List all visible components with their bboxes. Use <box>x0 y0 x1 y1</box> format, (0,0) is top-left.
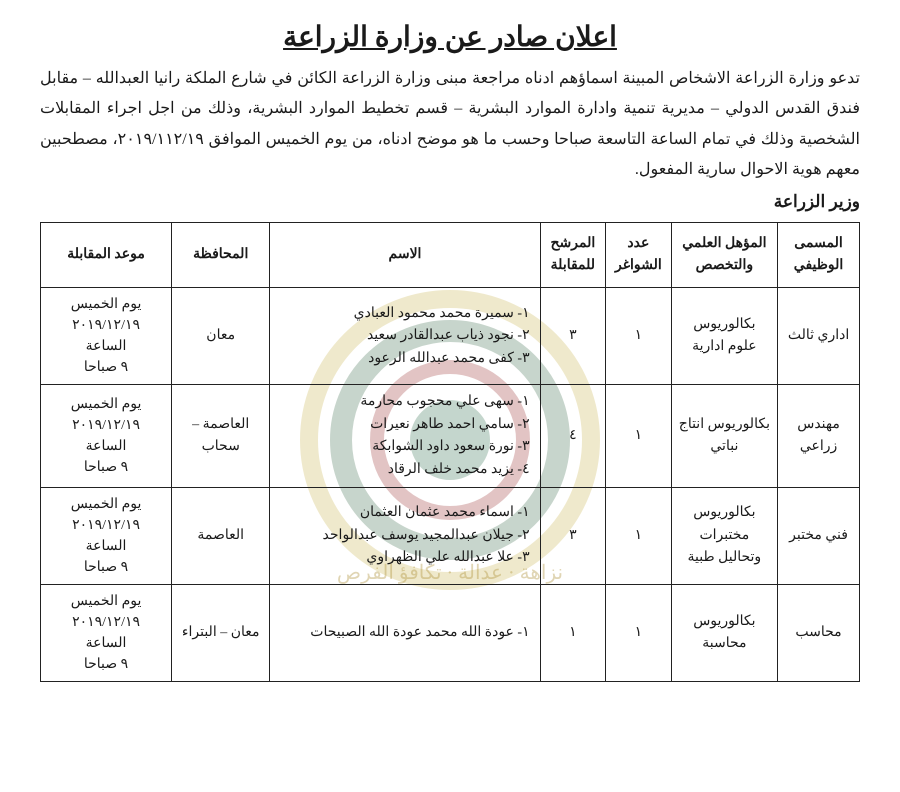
table-header-row: المسمى الوظيفي المؤهل العلمي والتخصص عدد… <box>41 222 860 288</box>
cell-qualification: بكالوريوس محاسبة <box>671 584 777 681</box>
cell-qualification: بكالوريوس علوم ادارية <box>671 288 777 385</box>
cell-job-title: مهندس زراعي <box>778 385 860 488</box>
th-datetime: موعد المقابلة <box>41 222 172 288</box>
cell-candidates: ١ <box>540 584 606 681</box>
cell-job-title: فني مختبر <box>778 487 860 584</box>
table-row: فني مختبربكالوريوس مختبرات وتحاليل طبية١… <box>41 487 860 584</box>
cell-governorate: معان – البتراء <box>172 584 270 681</box>
cell-governorate: معان <box>172 288 270 385</box>
cell-vacancies: ١ <box>606 584 672 681</box>
cell-job-title: اداري ثالث <box>778 288 860 385</box>
document-title: اعلان صادر عن وزارة الزراعة <box>40 20 860 54</box>
cell-candidates: ٣ <box>540 487 606 584</box>
cell-vacancies: ١ <box>606 487 672 584</box>
cell-vacancies: ١ <box>606 288 672 385</box>
th-vacancies: عدد الشواغر <box>606 222 672 288</box>
th-job-title: المسمى الوظيفي <box>778 222 860 288</box>
cell-datetime: يوم الخميس٢٠١٩/١٢/١٩الساعة٩ صباحا <box>41 385 172 488</box>
cell-names: ١- سهى علي محجوب محارمة٢- سامي احمد طاهر… <box>270 385 540 488</box>
cell-datetime: يوم الخميس٢٠١٩/١٢/١٩الساعة٩ صباحا <box>41 288 172 385</box>
table-row: اداري ثالثبكالوريوس علوم ادارية١٣١- سمير… <box>41 288 860 385</box>
cell-job-title: محاسب <box>778 584 860 681</box>
th-governorate: المحافظة <box>172 222 270 288</box>
table-row: محاسببكالوريوس محاسبة١١١- عودة الله محمد… <box>41 584 860 681</box>
cell-names: ١- اسماء محمد عثمان العثمان٢- جيلان عبدا… <box>270 487 540 584</box>
cell-governorate: العاصمة – سحاب <box>172 385 270 488</box>
th-names: الاسم <box>270 222 540 288</box>
cell-governorate: العاصمة <box>172 487 270 584</box>
minister-signature: وزير الزراعة <box>40 192 860 212</box>
candidates-table: المسمى الوظيفي المؤهل العلمي والتخصص عدد… <box>40 222 860 682</box>
th-candidates: المرشح للمقابلة <box>540 222 606 288</box>
cell-qualification: بكالوريوس مختبرات وتحاليل طبية <box>671 487 777 584</box>
cell-datetime: يوم الخميس٢٠١٩/١٢/١٩الساعة٩ صباحا <box>41 487 172 584</box>
cell-candidates: ٤ <box>540 385 606 488</box>
cell-names: ١- عودة الله محمد عودة الله الصبيحات <box>270 584 540 681</box>
cell-vacancies: ١ <box>606 385 672 488</box>
intro-paragraph: تدعو وزارة الزراعة الاشخاص المبينة اسماؤ… <box>40 64 860 186</box>
cell-datetime: يوم الخميس٢٠١٩/١٢/١٩الساعة٩ صباحا <box>41 584 172 681</box>
cell-names: ١- سميرة محمد محمود العبادي٢- نجود ذياب … <box>270 288 540 385</box>
cell-candidates: ٣ <box>540 288 606 385</box>
th-qualification: المؤهل العلمي والتخصص <box>671 222 777 288</box>
cell-qualification: بكالوريوس انتاج نباتي <box>671 385 777 488</box>
table-row: مهندس زراعيبكالوريوس انتاج نباتي١٤١- سهى… <box>41 385 860 488</box>
